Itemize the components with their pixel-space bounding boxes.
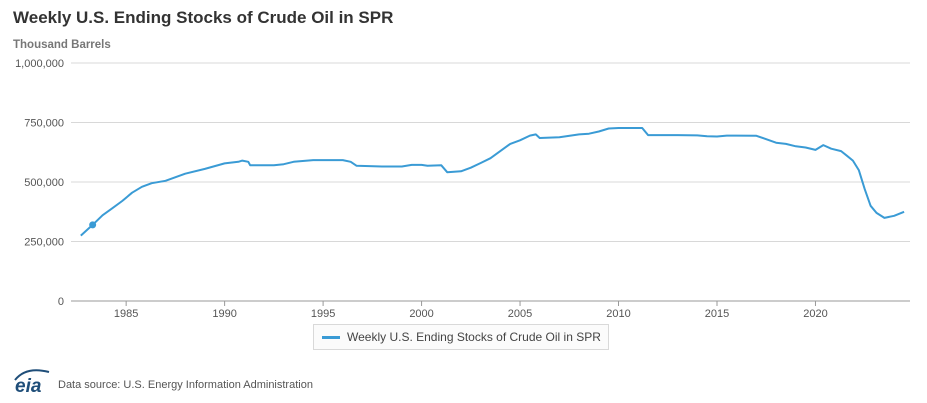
- chart-title: Weekly U.S. Ending Stocks of Crude Oil i…: [13, 8, 394, 27]
- x-tick-label: 2005: [508, 308, 532, 320]
- footer: eia Data source: U.S. Energy Information…: [12, 365, 313, 397]
- y-tick-label: 1,000,000: [15, 58, 64, 70]
- legend-swatch: [322, 335, 340, 339]
- legend-item[interactable]: Weekly U.S. Ending Stocks of Crude Oil i…: [313, 324, 609, 350]
- y-tick-label: 750,000: [24, 118, 64, 130]
- y-tick-labels: 0 250,000 500,000 750,000 1,000,000: [15, 58, 64, 308]
- y-axis-units: Thousand Barrels: [13, 39, 111, 51]
- eia-logo: eia: [12, 365, 52, 397]
- x-tick-label: 1995: [311, 308, 335, 320]
- logo-text: eia: [15, 376, 42, 397]
- y-tick-label: 250,000: [24, 237, 64, 249]
- x-tick-label: 1985: [114, 308, 138, 320]
- x-tick-label: 2020: [803, 308, 827, 320]
- x-tick-label: 2000: [409, 308, 433, 320]
- x-tick-label: 1990: [212, 308, 236, 320]
- gridlines: [71, 62, 910, 242]
- y-tick-label: 0: [58, 296, 64, 308]
- series-line: [80, 127, 905, 237]
- legend-label: Weekly U.S. Ending Stocks of Crude Oil i…: [347, 330, 601, 344]
- x-tick-label: 2010: [606, 308, 630, 320]
- data-point-marker: [89, 221, 97, 229]
- y-tick-label: 500,000: [24, 177, 64, 189]
- x-tick-labels: 1985 1990 1995 2000 2005 2010 2015 2020: [114, 308, 828, 320]
- axes: [71, 300, 910, 306]
- series-layer: [80, 127, 905, 237]
- data-source: Data source: U.S. Energy Information Adm…: [58, 379, 313, 391]
- x-tick-label: 2015: [705, 308, 729, 320]
